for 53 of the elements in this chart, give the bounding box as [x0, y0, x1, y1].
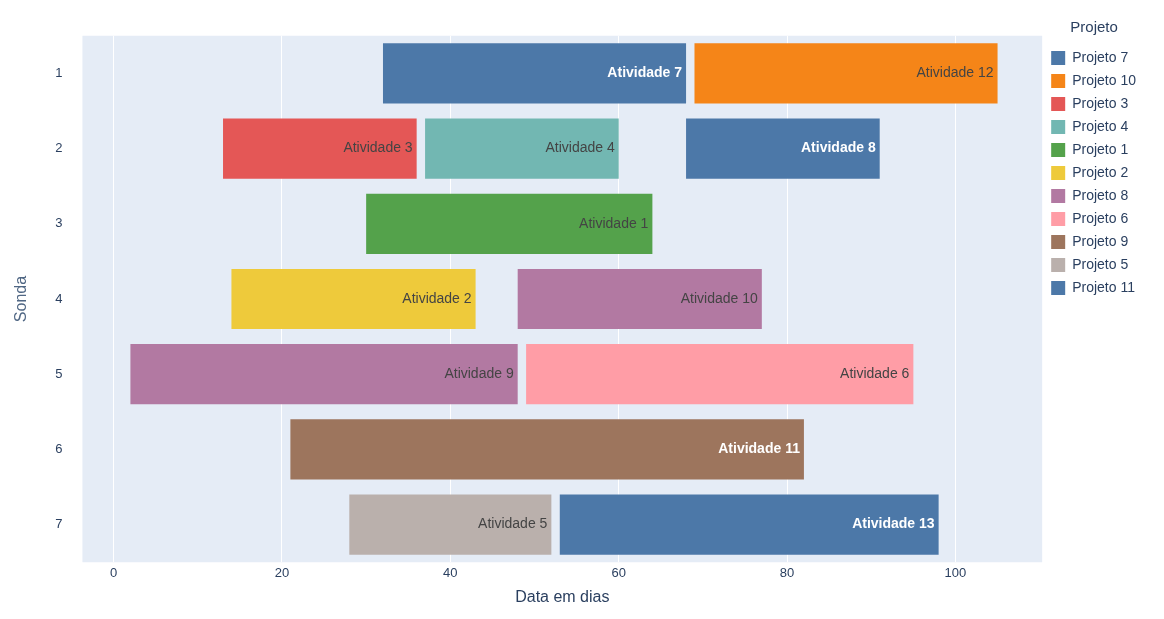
x-tick-label: 40 [443, 564, 458, 580]
y-tick-label: 4 [55, 290, 63, 306]
bar [231, 268, 476, 330]
data-label: Atividade 12 [916, 64, 994, 81]
y-tick-label: 7 [55, 516, 63, 532]
legend-label: Projeto 1 [1072, 140, 1129, 157]
legend-label: Projeto 5 [1072, 255, 1129, 272]
data-label: Atividade 2 [402, 289, 472, 306]
bar [686, 118, 880, 179]
x-tick-label: 60 [611, 564, 626, 580]
legend-label: Projeto 10 [1072, 71, 1137, 88]
legend-label: Projeto 11 [1072, 278, 1136, 295]
y-tick-label: 3 [55, 215, 63, 231]
bar [290, 419, 804, 480]
data-label: Atividade 13 [852, 515, 935, 532]
bar [349, 494, 552, 555]
bar [130, 344, 518, 405]
data-label: Atividade 8 [800, 139, 876, 156]
bar [425, 118, 619, 179]
y-tick-label: 5 [55, 365, 63, 381]
x-tick-label: 80 [779, 564, 795, 580]
x-tick-label: 0 [109, 564, 118, 580]
legend-label: Projeto 2 [1072, 163, 1129, 180]
bar [382, 43, 687, 104]
bar [366, 193, 653, 254]
data-label: Atividade 1 [579, 214, 649, 231]
y-axis-title: Sonda [12, 275, 30, 323]
legend-label: Projeto 4 [1072, 117, 1129, 134]
data-label: Atividade 10 [680, 289, 759, 306]
x-tick-label: 100 [944, 564, 967, 580]
data-label: Atividade 4 [545, 139, 615, 156]
bar [526, 344, 914, 405]
data-label: Atividade 11 [718, 440, 801, 457]
data-label: Atividade 7 [607, 64, 683, 81]
y-tick-label: 1 [55, 64, 63, 80]
x-tick-label: 20 [274, 564, 290, 580]
x-axis-title: Data em dias [515, 587, 610, 605]
bar [223, 118, 417, 179]
y-tick-label: 2 [55, 140, 63, 156]
data-label: Atividade 3 [343, 139, 413, 156]
legend-label: Projeto 3 [1072, 94, 1129, 111]
legend-label: Projeto 9 [1072, 232, 1129, 249]
bar [694, 43, 998, 104]
bar [517, 268, 762, 330]
data-label: Atividade 5 [478, 515, 548, 532]
legend-label: Projeto 8 [1072, 186, 1129, 203]
bar [559, 494, 939, 555]
legend-label: Projeto 6 [1072, 209, 1129, 226]
data-label: Atividade 6 [840, 365, 910, 382]
y-tick-label: 6 [55, 440, 63, 456]
legend-label: Projeto 7 [1072, 48, 1129, 65]
data-label: Atividade 9 [444, 365, 514, 382]
legend-title: Projeto [1070, 17, 1118, 35]
